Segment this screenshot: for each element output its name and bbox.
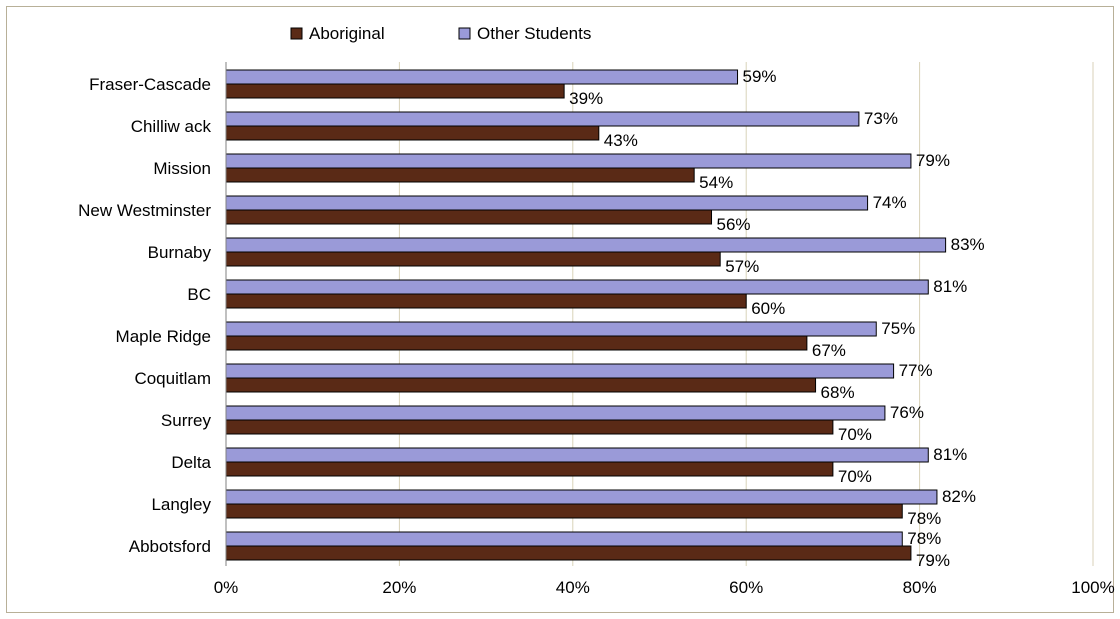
- data-label-aboriginal: 56%: [717, 215, 751, 234]
- legend-label: Aboriginal: [309, 24, 385, 43]
- data-label-other-students: 74%: [873, 193, 907, 212]
- axes: 0% 20% 40% 60% 80% 100% Fraser-Cascade Chilliw …: [78, 62, 1115, 597]
- category-label: Abbotsford: [129, 537, 211, 556]
- bar-aboriginal: [225, 545, 912, 561]
- bar-other-students: [225, 363, 895, 379]
- legend-label: Other Students: [477, 24, 591, 43]
- data-label-aboriginal: 54%: [699, 173, 733, 192]
- data-label-aboriginal: 43%: [604, 131, 638, 150]
- category-label: Burnaby: [148, 243, 212, 262]
- bar-aboriginal: [225, 293, 747, 309]
- data-label-other-students: 79%: [916, 151, 950, 170]
- category-label: Langley: [151, 495, 211, 514]
- bar-aboriginal: [225, 419, 834, 435]
- data-label-other-students: 75%: [881, 319, 915, 338]
- bar-other-students: [225, 237, 947, 253]
- data-label-other-students: 76%: [890, 403, 924, 422]
- bar-aboriginal: [225, 125, 600, 141]
- legend-swatch: [458, 27, 471, 40]
- x-tick-label: 100%: [1071, 578, 1114, 597]
- data-label-aboriginal: 57%: [725, 257, 759, 276]
- data-label-other-students: 81%: [933, 277, 967, 296]
- x-tick-label: 80%: [903, 578, 937, 597]
- data-label-aboriginal: 70%: [838, 425, 872, 444]
- data-label-other-students: 59%: [743, 67, 777, 86]
- bar-other-students: [225, 279, 929, 295]
- bar-other-students: [225, 447, 929, 463]
- bar-other-students: [225, 489, 938, 505]
- bar-other-students: [225, 195, 869, 211]
- x-tick-label: 0%: [214, 578, 239, 597]
- bar-aboriginal: [225, 335, 808, 351]
- category-label: Delta: [171, 453, 211, 472]
- data-label-other-students: 73%: [864, 109, 898, 128]
- data-label-other-students: 77%: [899, 361, 933, 380]
- bar-other-students: [225, 153, 912, 169]
- x-tick-label: 40%: [556, 578, 590, 597]
- bar-aboriginal: [225, 377, 817, 393]
- category-label: BC: [187, 285, 211, 304]
- bar-aboriginal: [225, 83, 565, 99]
- data-label-other-students: 78%: [907, 529, 941, 548]
- bar-other-students: [225, 69, 739, 85]
- bar-aboriginal: [225, 503, 903, 519]
- bar-other-students: [225, 111, 860, 127]
- bar-other-students: [225, 405, 886, 421]
- x-tick-label: 60%: [729, 578, 763, 597]
- data-label-other-students: 82%: [942, 487, 976, 506]
- data-label-aboriginal: 39%: [569, 89, 603, 108]
- data-label-aboriginal: 78%: [907, 509, 941, 528]
- bar-aboriginal: [225, 209, 713, 225]
- category-label: Maple Ridge: [116, 327, 211, 346]
- data-label-aboriginal: 67%: [812, 341, 846, 360]
- bar-aboriginal: [225, 167, 695, 183]
- category-label: Coquitlam: [134, 369, 211, 388]
- legend: Aboriginal Other Students: [290, 24, 591, 43]
- category-label: Chilliw ack: [131, 117, 212, 136]
- legend-swatch: [290, 27, 303, 40]
- bars: 59% 39% 73% 43% 79% 54% 74% 56% 83% 57% 81% 60% 75% 6…: [225, 67, 985, 570]
- data-label-aboriginal: 68%: [821, 383, 855, 402]
- bar-aboriginal: [225, 251, 721, 267]
- data-label-aboriginal: 79%: [916, 551, 950, 570]
- x-tick-label: 20%: [382, 578, 416, 597]
- data-label-aboriginal: 70%: [838, 467, 872, 486]
- bar-other-students: [225, 321, 877, 337]
- grid-lines: [398, 62, 1094, 566]
- data-label-aboriginal: 60%: [751, 299, 785, 318]
- bar-aboriginal: [225, 461, 834, 477]
- bar-other-students: [225, 531, 903, 547]
- data-label-other-students: 83%: [951, 235, 985, 254]
- category-label: Mission: [153, 159, 211, 178]
- data-label-other-students: 81%: [933, 445, 967, 464]
- category-label: Fraser-Cascade: [89, 75, 211, 94]
- category-label: Surrey: [161, 411, 212, 430]
- category-label: New Westminster: [78, 201, 211, 220]
